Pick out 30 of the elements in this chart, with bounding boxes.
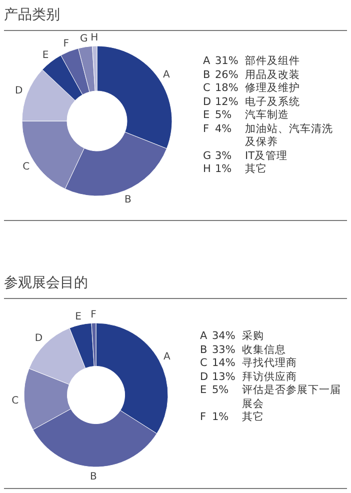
text: H 1% 其它 xyxy=(203,163,267,175)
text: A 31% 部件及组件 xyxy=(203,55,301,68)
text: D 12% 电子及系统 xyxy=(203,96,301,109)
slice-label: F xyxy=(90,310,97,321)
text: F 1% 其它 xyxy=(200,411,264,423)
text: B 33% 收集信息 xyxy=(200,344,287,357)
slice-label: C xyxy=(22,162,30,173)
text: E 5% 评估是否参展下一届展会 xyxy=(200,384,341,410)
text: G 3% IT及管理 xyxy=(203,150,288,162)
text: C 18% 修理及维护 xyxy=(203,82,301,96)
slice-label: C xyxy=(12,396,19,407)
chart-title: 参观展会目的 xyxy=(4,274,88,292)
slice-label: G xyxy=(80,34,88,45)
text: F 4% 加油站、汽车清洗及保养 xyxy=(203,122,333,148)
slice-label: B xyxy=(90,471,98,482)
chart-title: 产品类别 xyxy=(4,6,60,24)
slice-label: H xyxy=(90,32,98,44)
slice-label: A xyxy=(163,69,170,80)
text: D 13% 拜访供应商 xyxy=(200,370,298,384)
text: B 26% 用品及改装 xyxy=(203,68,301,82)
slice-label: E xyxy=(42,50,49,62)
slice-label: F xyxy=(63,38,70,50)
slice-label: A xyxy=(164,351,171,362)
slice-label: D xyxy=(34,333,43,344)
slice-label: B xyxy=(124,194,132,206)
text: E 5% 汽车制造 xyxy=(203,109,289,121)
text: A 34% 采购 xyxy=(200,330,265,344)
text: C 14% 寻找代理商 xyxy=(200,357,298,370)
slice-label: D xyxy=(15,86,24,97)
slice-label: E xyxy=(75,311,82,322)
